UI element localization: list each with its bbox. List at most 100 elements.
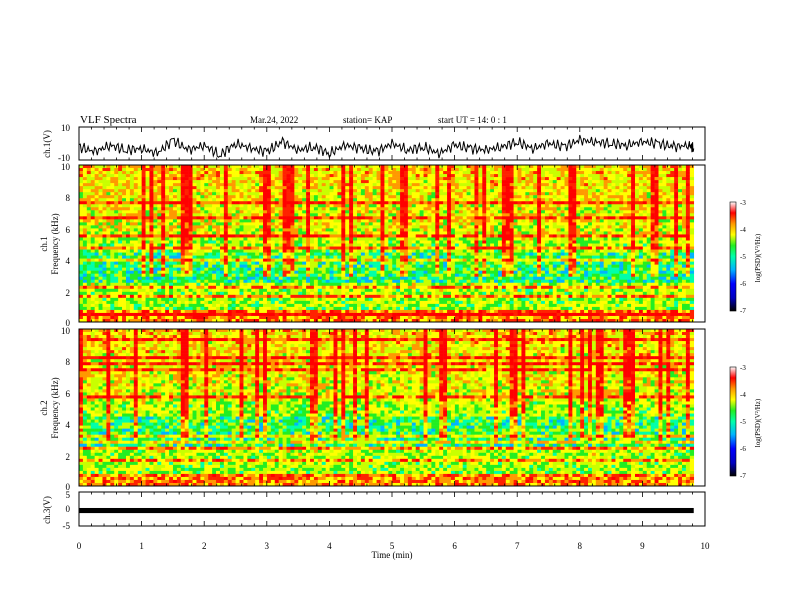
spectrogram-cell [412, 177, 416, 180]
spectrogram-cell [122, 168, 126, 171]
spectrogram-cell [396, 301, 400, 304]
spectrogram-cell [424, 292, 428, 295]
spectrogram-cell [240, 253, 244, 256]
spectrogram-cell [99, 304, 103, 307]
spectrogram-cell [369, 283, 373, 286]
spectrogram-cell [169, 189, 173, 192]
spectrogram-cell [204, 168, 208, 171]
spectrogram-cell [290, 277, 294, 280]
spectrogram-cell [161, 271, 165, 274]
spectrogram-cell [110, 283, 114, 286]
spectrogram-cell [106, 301, 110, 304]
spectrogram-cell [341, 198, 345, 201]
spectrogram-cell [122, 222, 126, 225]
spectrogram-cell [279, 183, 283, 186]
spectrogram-cell [392, 307, 396, 310]
spectrogram-cell [102, 177, 106, 180]
spectrogram-cell [267, 304, 271, 307]
spectrogram-cell [99, 256, 103, 259]
spectrogram-cell [267, 198, 271, 201]
spectrogram-cell [149, 256, 153, 259]
spectrogram-cell [177, 262, 181, 265]
spectrogram-cell [126, 171, 130, 174]
spectrogram-cell [322, 268, 326, 271]
spectrogram-cell [369, 271, 373, 274]
spectrogram-cell [259, 286, 263, 289]
spectrogram-cell [447, 183, 451, 186]
spectrogram-cell [87, 265, 91, 268]
spectrogram-cell [416, 174, 420, 177]
spectrogram-cell [130, 283, 134, 286]
spectrogram-cell [157, 259, 161, 262]
spectrogram-cell [232, 177, 236, 180]
spectrogram-cell [447, 186, 451, 189]
spectrogram-cell [369, 219, 373, 222]
spectrogram-cell [384, 295, 388, 298]
spectrogram-cell [118, 295, 122, 298]
spectrogram-cell [110, 216, 114, 219]
spectrogram-cell [377, 256, 381, 259]
spectrogram-cell [228, 219, 232, 222]
spectrogram-cell [95, 198, 99, 201]
spectrogram-cell [302, 168, 306, 171]
spectrogram-cell [95, 204, 99, 207]
spectrogram-cell [200, 283, 204, 286]
spectrogram-cell [196, 213, 200, 216]
spectrogram-cell [326, 295, 330, 298]
spectrogram-cell [427, 244, 431, 247]
spectrogram-cell [290, 250, 294, 253]
spectrogram-cell [251, 201, 255, 204]
spectrogram-cell [212, 201, 216, 204]
spectrogram-cell [161, 189, 165, 192]
spectrogram-cell [134, 207, 138, 210]
spectrogram-cell [232, 174, 236, 177]
spectrogram-cell [95, 244, 99, 247]
spectrogram-cell [380, 189, 384, 192]
spectrogram-cell [181, 174, 185, 177]
spectrogram-cell [122, 256, 126, 259]
spectrogram-cell [185, 274, 189, 277]
spectrogram-cell [185, 189, 189, 192]
spectrogram-cell [384, 195, 388, 198]
spectrogram-cell [384, 231, 388, 234]
spectrogram-cell [377, 201, 381, 204]
spectrogram-cell [443, 301, 447, 304]
spectrogram-cell [83, 174, 87, 177]
spectrogram-cell [196, 168, 200, 171]
spectrogram-cell [196, 210, 200, 213]
spectrogram-cell [142, 183, 146, 186]
spectrogram-cell [420, 307, 424, 310]
spectrogram-cell [424, 274, 428, 277]
spectrogram-cell [341, 283, 345, 286]
spectrogram-cell [126, 295, 130, 298]
spectrogram-cell [216, 301, 220, 304]
spectrogram-cell [224, 301, 228, 304]
spectrogram-cell [287, 237, 291, 240]
spectrogram-cell [318, 186, 322, 189]
spectrogram-cell [87, 310, 91, 313]
spectrogram-cell [251, 174, 255, 177]
spectrogram-cell [365, 298, 369, 301]
spectrogram-cell [138, 198, 142, 201]
spectrogram-cell [326, 289, 330, 292]
spectrogram-cell [271, 301, 275, 304]
spectrogram-cell [216, 231, 220, 234]
spectrogram-cell [106, 268, 110, 271]
spectrogram-cell [138, 259, 142, 262]
spectrogram-cell [408, 237, 412, 240]
spectrogram-cell [114, 298, 118, 301]
spectrogram-cell [130, 237, 134, 240]
spectrogram-cell [114, 301, 118, 304]
spectrogram-cell [185, 171, 189, 174]
spectrogram-cell [102, 271, 106, 274]
spectrogram-cell [377, 301, 381, 304]
spectrogram-cell [114, 304, 118, 307]
spectrogram-cell [361, 244, 365, 247]
spectrogram-cell [306, 280, 310, 283]
spectrogram-cell [87, 189, 91, 192]
spectrogram-cell [306, 316, 310, 319]
spectrogram-cell [169, 268, 173, 271]
spectrogram-cell [400, 171, 404, 174]
spectrogram-cell [400, 250, 404, 253]
spectrogram-cell [138, 207, 142, 210]
